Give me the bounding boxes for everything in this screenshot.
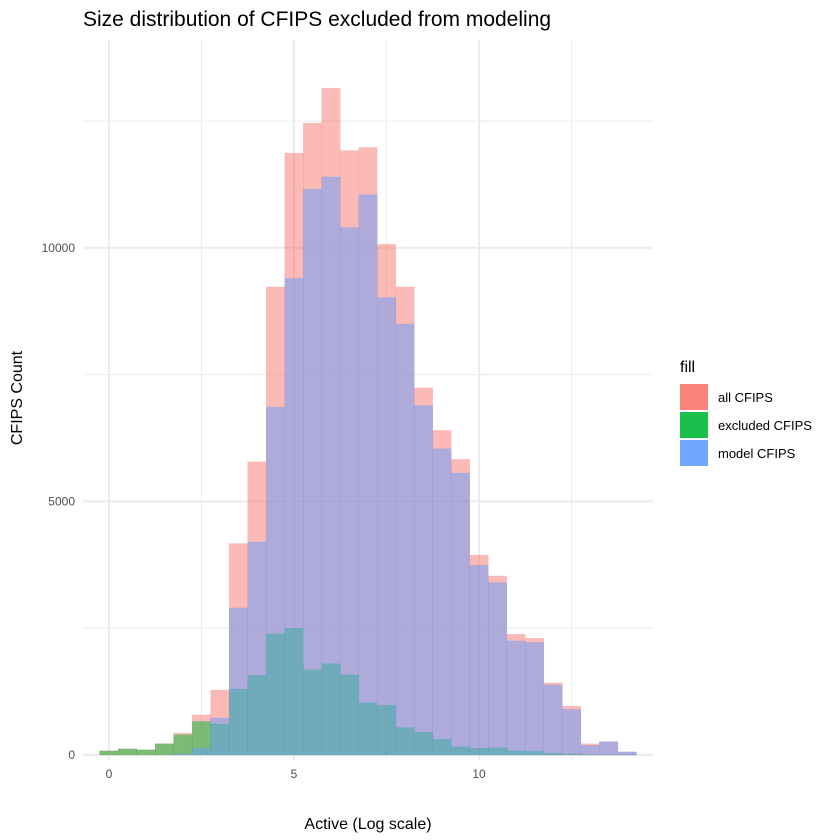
bar-model-cfips	[395, 323, 415, 756]
chart-title: Size distribution of CFIPS excluded from…	[83, 8, 551, 31]
bar-model-cfips	[284, 278, 304, 756]
x-axis-ticks: 0 5 10	[106, 767, 486, 781]
legend-title: fill	[680, 359, 695, 376]
bar-excluded-cfips	[117, 748, 137, 756]
y-axis-ticks: 0 5000 10000	[42, 241, 76, 762]
legend-label-all-cfips: all CFIPS	[718, 390, 773, 405]
legend: fill all CFIPS excluded CFIPS model CFIPS	[680, 359, 812, 466]
bar-model-cfips	[562, 709, 582, 756]
bar-excluded-cfips	[154, 743, 174, 756]
legend-label-model-cfips: model CFIPS	[718, 446, 796, 461]
bar-model-cfips	[339, 227, 359, 756]
bar-model-cfips	[173, 753, 193, 756]
bar-excluded-cfips	[173, 734, 193, 756]
bar-model-cfips	[302, 188, 322, 756]
x-tick-label: 10	[472, 767, 486, 781]
bar-model-cfips	[191, 748, 211, 756]
bar-model-cfips	[617, 751, 637, 756]
bar-model-cfips	[488, 582, 508, 756]
bar-model-cfips	[543, 684, 563, 756]
bar-model-cfips	[228, 607, 248, 756]
bars	[99, 87, 637, 756]
bar-model-cfips	[377, 297, 397, 756]
bar-model-cfips	[469, 565, 489, 756]
bar-model-cfips	[580, 745, 600, 756]
y-axis-title: CFIPS Count	[9, 350, 26, 445]
y-tick-label: 5000	[48, 494, 75, 508]
bar-model-cfips	[414, 405, 434, 756]
x-tick-label: 5	[291, 767, 298, 781]
bar-model-cfips	[432, 448, 452, 756]
y-tick-label: 0	[68, 748, 75, 762]
x-axis-title: Active (Log scale)	[304, 816, 431, 833]
bar-model-cfips	[210, 717, 230, 756]
bar-model-cfips	[451, 472, 471, 756]
bar-excluded-cfips	[136, 749, 156, 756]
x-tick-label: 0	[106, 767, 113, 781]
legend-swatch-model-cfips	[680, 440, 708, 466]
bar-model-cfips	[506, 640, 526, 756]
bar-model-cfips	[321, 176, 341, 756]
bar-model-cfips	[599, 741, 619, 756]
bar-model-cfips	[265, 406, 285, 756]
bar-model-cfips	[247, 541, 267, 756]
legend-label-excluded-cfips: excluded CFIPS	[718, 418, 812, 433]
bar-model-cfips	[358, 194, 378, 756]
bar-excluded-cfips	[99, 750, 119, 756]
bar-model-cfips	[525, 642, 545, 756]
legend-swatch-all-cfips	[680, 384, 708, 410]
y-tick-label: 10000	[42, 241, 76, 255]
legend-swatch-excluded-cfips	[680, 412, 708, 438]
